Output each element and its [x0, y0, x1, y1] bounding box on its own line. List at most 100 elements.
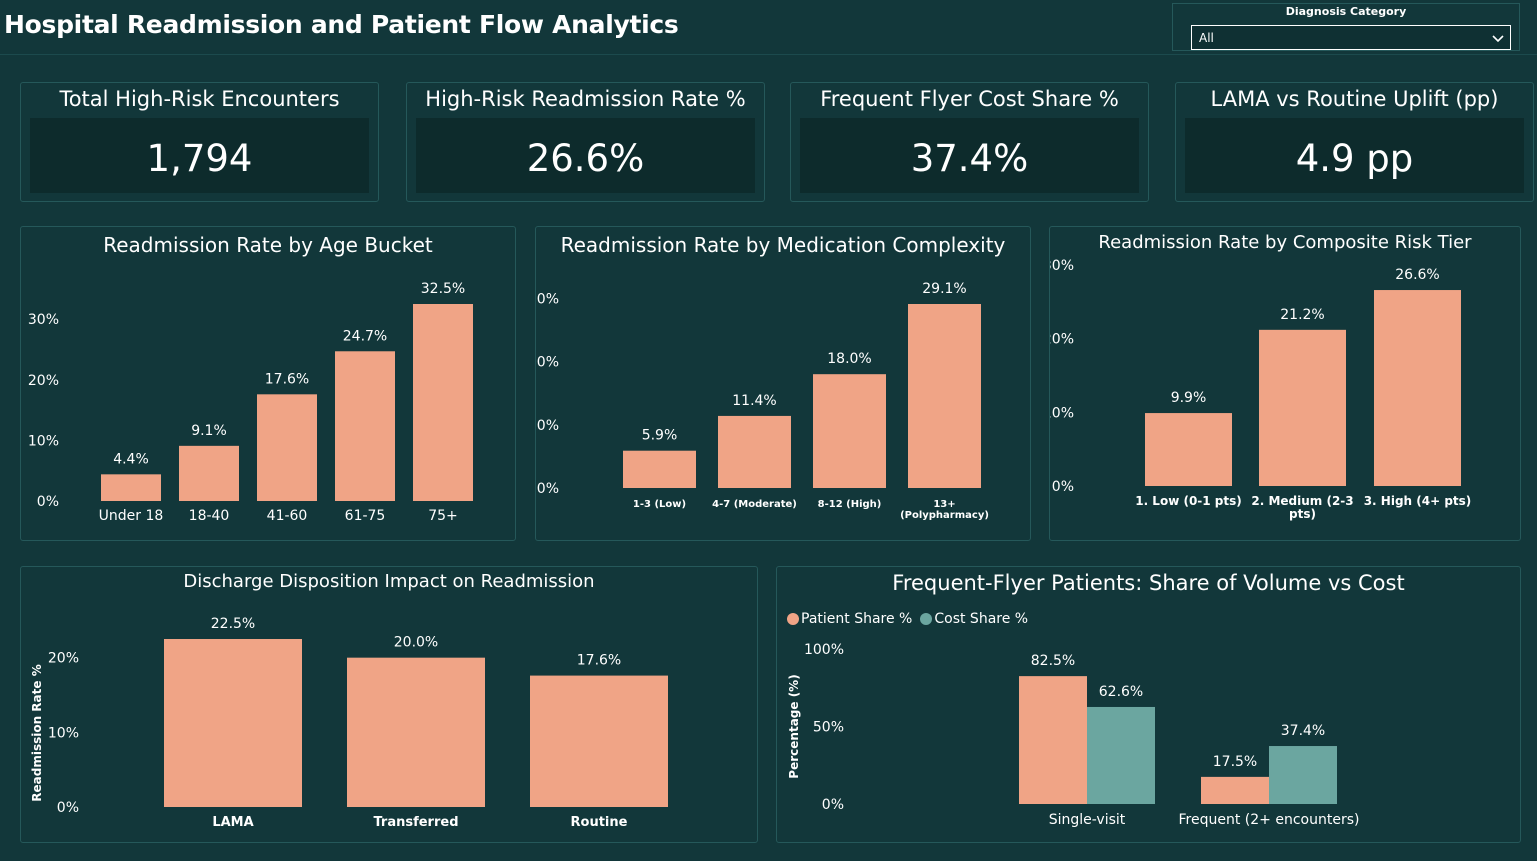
x-category-label: 4-7 (Moderate): [712, 499, 797, 510]
data-label: 11.4%: [732, 393, 776, 409]
data-label: 24.7%: [343, 328, 387, 344]
bar: [164, 639, 302, 807]
slicer-selected-value: All: [1199, 31, 1214, 45]
kpi-card-cost-share: Frequent Flyer Cost Share % 37.4%: [790, 82, 1149, 202]
x-category-label: Single-visit: [1049, 812, 1126, 828]
data-label: 82.5%: [1031, 653, 1075, 669]
kpi-title: High-Risk Readmission Rate %: [425, 87, 746, 111]
kpi-card-total-high-risk: Total High-Risk Encounters 1,794: [20, 82, 379, 202]
page-title: Hospital Readmission and Patient Flow An…: [4, 10, 679, 39]
risk-tier-chart-svg: 0% 10% 20% 30% 9.9% 1. Low (0-1 pts) 21.2% 2. M…: [1050, 258, 1471, 521]
y-tick-label: 0%: [37, 494, 59, 510]
y-tick-label: 0%: [1052, 479, 1074, 495]
x-category-label: Transferred: [373, 815, 458, 830]
bar: [1087, 706, 1155, 804]
frequent-flyer-chart: Frequent-Flyer Patients: Share of Volume…: [776, 566, 1521, 843]
data-label: 26.6%: [1395, 267, 1439, 283]
x-category-label: 61-75: [345, 508, 386, 524]
kpi-value-box: 1,794: [30, 118, 369, 193]
legend-item-patient-share[interactable]: Patient Share %: [787, 611, 912, 627]
data-label: 4.4%: [113, 451, 149, 467]
x-category-label: 1. Low (0-1 pts): [1135, 494, 1242, 508]
legend-item-cost-share[interactable]: Cost Share %: [920, 611, 1028, 627]
data-label: 17.5%: [1213, 754, 1257, 770]
y-tick-label: 30%: [1050, 258, 1074, 274]
bar: [179, 445, 239, 501]
chart-legend: Patient Share % Cost Share %: [787, 611, 1028, 627]
x-category-label: 13+ (Polypharmacy): [900, 499, 989, 521]
kpi-value: 1,794: [146, 137, 253, 180]
y-tick-label: 20%: [1050, 332, 1074, 348]
chart-title: Frequent-Flyer Patients: Share of Volume…: [892, 571, 1405, 595]
chart-title: Readmission Rate by Medication Complexit…: [560, 233, 1006, 257]
y-tick-label: 10%: [48, 725, 79, 741]
diagnosis-category-dropdown[interactable]: All: [1191, 25, 1511, 50]
data-label: 9.1%: [191, 423, 227, 439]
kpi-value: 37.4%: [910, 137, 1029, 180]
y-tick-label: 10%: [28, 433, 59, 449]
bar: [908, 304, 981, 488]
bar: [1201, 776, 1269, 804]
x-category-label: 1-3 (Low): [633, 499, 686, 510]
kpi-title: LAMA vs Routine Uplift (pp): [1210, 87, 1499, 111]
kpi-value: 4.9 pp: [1295, 137, 1414, 180]
y-tick-label: 0%: [537, 481, 559, 497]
legend-marker: [787, 613, 799, 625]
data-label: 17.6%: [577, 653, 621, 669]
x-category-label: 18-40: [189, 508, 230, 524]
x-category-label: Routine: [571, 815, 628, 830]
y-tick-label: 20%: [536, 355, 559, 371]
kpi-title: Total High-Risk Encounters: [59, 87, 340, 111]
bar: [101, 474, 161, 501]
bar: [530, 675, 668, 807]
bar: [1269, 746, 1337, 804]
legend-label: Patient Share %: [801, 611, 913, 627]
data-label: 17.6%: [265, 371, 309, 387]
y-axis-label: Readmission Rate %: [30, 664, 44, 801]
y-tick-label: 0%: [57, 800, 79, 816]
kpi-value-box: 26.6%: [416, 118, 755, 193]
bar: [718, 415, 791, 488]
kpi-title: Frequent Flyer Cost Share %: [820, 87, 1119, 111]
bar: [1019, 676, 1087, 804]
data-label: 20.0%: [394, 635, 438, 651]
legend-label: Cost Share %: [934, 611, 1029, 627]
x-category-label: 41-60: [267, 508, 308, 524]
chart-title: Readmission Rate by Composite Risk Tier: [1098, 232, 1472, 253]
bar: [413, 304, 473, 501]
chart-title: Readmission Rate by Age Bucket: [103, 233, 433, 257]
chevron-down-icon[interactable]: [1491, 30, 1505, 49]
x-category-label: 75+: [428, 508, 458, 524]
legend-marker: [920, 613, 933, 625]
data-label: 32.5%: [421, 281, 465, 297]
age-bucket-chart: Readmission Rate by Age Bucket 0% 10% 20% 3…: [20, 226, 516, 541]
frequent-flyer-chart-svg: 0% 50% 100% Percentage (%) 82.5% 62.6% Single-…: [787, 642, 1360, 828]
bar: [623, 450, 696, 488]
data-label: 29.1%: [922, 281, 966, 297]
y-tick-label: 10%: [536, 418, 559, 434]
bar: [257, 394, 317, 501]
kpi-card-readmission-rate: High-Risk Readmission Rate % 26.6%: [406, 82, 765, 202]
data-label: 9.9%: [1171, 390, 1207, 406]
bar: [1145, 413, 1232, 486]
kpi-value-box: 4.9 pp: [1185, 118, 1524, 193]
slicer-label: Diagnosis Category: [1285, 5, 1407, 18]
discharge-disposition-chart-svg: 0% 10% 20% Readmission Rate % 22.5% LAMA 20.0%…: [30, 616, 668, 830]
y-tick-label: 20%: [48, 651, 79, 667]
x-category-label: 2. Medium (2-3 pts): [1251, 494, 1353, 521]
diagnosis-category-slicer: Diagnosis Category All: [1172, 3, 1520, 51]
bar: [1374, 290, 1461, 486]
data-label: 62.6%: [1099, 684, 1143, 700]
y-tick-label: 10%: [1050, 405, 1074, 421]
y-tick-label: 100%: [804, 642, 844, 658]
y-tick-label: 30%: [28, 312, 59, 328]
x-category-label: LAMA: [212, 815, 253, 830]
y-tick-label: 0%: [822, 797, 844, 813]
medication-complexity-chart: Readmission Rate by Medication Complexit…: [535, 226, 1031, 541]
y-axis-label: Percentage (%): [787, 674, 801, 778]
bar: [347, 657, 485, 807]
x-category-label: Frequent (2+ encounters): [1179, 812, 1360, 828]
age-bucket-chart-svg: 0% 10% 20% 30% 4.4% Under 18 9.1% 18-40 17.6% 41-…: [28, 281, 473, 524]
discharge-disposition-chart: Discharge Disposition Impact on Readmiss…: [20, 566, 758, 843]
y-tick-label: 20%: [28, 373, 59, 389]
